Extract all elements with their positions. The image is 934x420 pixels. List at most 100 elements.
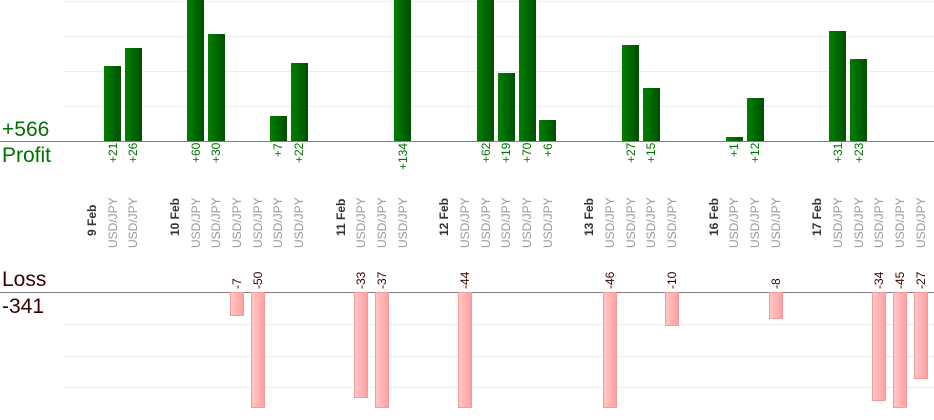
gridline <box>63 71 934 72</box>
profit-value-label: +31 <box>830 142 845 163</box>
pair-label: USD/JPY <box>395 197 410 248</box>
pair-label: USD/JPY <box>748 197 763 248</box>
profit-bar <box>290 62 308 141</box>
loss-value-label: -37 <box>375 271 390 289</box>
pair-label: USD/JPY <box>872 197 887 248</box>
pair-label: USD/JPY <box>830 197 845 248</box>
profit-bar <box>725 137 743 141</box>
loss-value-label: -50 <box>250 271 265 289</box>
profit-bar <box>850 59 868 141</box>
pair-label: USD/JPY <box>354 197 369 248</box>
profit-value-label: +62 <box>478 142 493 163</box>
loss-value-label: -33 <box>354 271 369 289</box>
loss-label: Loss <box>2 268 47 291</box>
pair-label: USD/JPY <box>478 197 493 248</box>
gridline <box>63 324 934 325</box>
loss-value-label: -10 <box>665 271 680 289</box>
profit-value-label: +22 <box>292 142 307 163</box>
pair-label: USD/JPY <box>292 197 307 248</box>
profit-value-label: +21 <box>105 142 120 163</box>
pair-label: USD/JPY <box>851 197 866 248</box>
profit-value-label: +27 <box>623 142 638 163</box>
profit-value-label: +19 <box>499 142 514 163</box>
loss-value-label: -8 <box>768 278 783 289</box>
gridline <box>63 36 934 37</box>
loss-bar <box>603 292 617 408</box>
loss-value-label: -44 <box>457 271 472 289</box>
date-label: 12 Feb <box>437 197 452 236</box>
loss-value-label: -7 <box>230 278 245 289</box>
profit-value-label: +134 <box>395 142 410 170</box>
pair-label: USD/JPY <box>126 197 141 248</box>
loss-bar <box>230 292 245 317</box>
profit-label: Profit <box>2 144 52 167</box>
date-label: 16 Feb <box>706 197 721 236</box>
profit-value-label: +15 <box>644 142 659 163</box>
pair-label: USD/JPY <box>499 197 514 248</box>
profit-value-label: +1 <box>727 143 742 157</box>
pair-label: USD/JPY <box>457 197 472 248</box>
pair-label: USD/JPY <box>623 197 638 248</box>
loss-bar <box>872 292 887 402</box>
gridline <box>63 1 934 2</box>
profit-bar <box>394 0 412 141</box>
profit-bar <box>269 116 287 141</box>
loss-bar <box>893 292 908 408</box>
pair-label: USD/JPY <box>665 197 680 248</box>
profit-bar <box>829 30 847 141</box>
date-label: 11 Feb <box>333 198 348 236</box>
pair-label: USD/JPY <box>271 197 286 248</box>
pair-label: USD/JPY <box>768 197 783 248</box>
loss-bar <box>913 292 928 380</box>
profit-value-label: +30 <box>209 142 224 163</box>
loss-bar <box>665 292 680 326</box>
profit-value-label: +60 <box>188 142 203 163</box>
pair-label: USD/JPY <box>188 197 203 248</box>
profit-value-label: +12 <box>748 142 763 163</box>
loss-value-label: -46 <box>603 271 617 289</box>
pair-label: USD/JPY <box>105 197 120 248</box>
loss-bar <box>457 292 472 408</box>
loss-bar <box>250 292 265 408</box>
loss-value-label: -45 <box>893 271 908 289</box>
date-label: 17 Feb <box>810 197 825 236</box>
profit-bar <box>477 0 495 141</box>
pair-label: USD/JPY <box>913 197 928 248</box>
pair-label: USD/JPY <box>727 197 742 248</box>
date-label: 13 Feb <box>582 197 597 236</box>
date-label: 9 Feb <box>85 204 99 236</box>
loss-bar <box>768 292 783 320</box>
gridline <box>63 356 934 357</box>
pair-label: USD/JPY <box>209 197 224 248</box>
profit-bar <box>497 73 515 141</box>
pair-label: USD/JPY <box>230 197 245 248</box>
pair-label: USD/JPY <box>375 197 390 248</box>
profit-bar <box>539 119 557 141</box>
profit-value-label: +23 <box>851 142 866 163</box>
loss-total: -341 <box>2 295 45 318</box>
profit-bar <box>518 0 536 141</box>
profit-bar <box>104 66 122 141</box>
profit-value-label: +6 <box>540 143 555 157</box>
date-label: 10 Feb <box>167 197 182 236</box>
profit-value-label: +26 <box>126 142 141 163</box>
profit-bar <box>622 44 640 141</box>
pair-label: USD/JPY <box>520 197 535 248</box>
profit-bar <box>187 0 205 141</box>
pair-label: USD/JPY <box>540 197 555 248</box>
loss-value-label: -27 <box>913 271 928 289</box>
profit-bar <box>642 87 660 141</box>
pair-label: USD/JPY <box>603 197 617 248</box>
profit-bar <box>746 98 764 141</box>
pair-label: USD/JPY <box>893 197 908 248</box>
loss-bar <box>375 292 390 408</box>
gridline <box>63 387 934 388</box>
profit-total: +566 <box>2 118 50 141</box>
loss-bar <box>354 292 369 398</box>
pair-label: USD/JPY <box>250 197 265 248</box>
loss-value-label: -34 <box>872 271 887 289</box>
pair-label: USD/JPY <box>644 197 659 248</box>
profit-value-label: +7 <box>271 143 286 157</box>
profit-baseline <box>0 141 934 142</box>
